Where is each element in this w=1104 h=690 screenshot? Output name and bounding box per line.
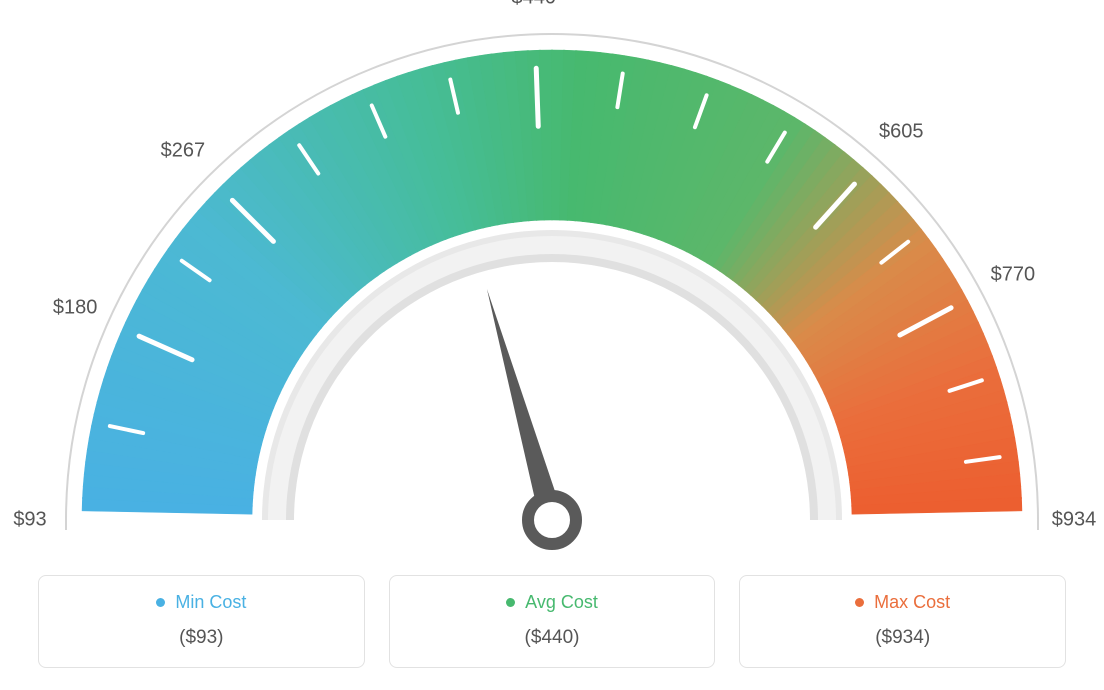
legend-card-max: Max Cost ($934) [739, 575, 1066, 668]
legend-card-min: Min Cost ($93) [38, 575, 365, 668]
legend-label-avg: Avg Cost [525, 592, 598, 613]
gauge-svg [0, 0, 1104, 560]
legend-title-min: Min Cost [156, 592, 246, 613]
legend-row: Min Cost ($93) Avg Cost ($440) Max Cost … [0, 575, 1104, 668]
dot-icon-max [855, 598, 864, 607]
dot-icon-min [156, 598, 165, 607]
legend-value-max: ($934) [752, 627, 1053, 649]
legend-value-min: ($93) [51, 627, 352, 649]
legend-title-avg: Avg Cost [506, 592, 598, 613]
legend-label-max: Max Cost [874, 592, 950, 613]
gauge-scale-label: $605 [879, 121, 924, 144]
gauge-scale-label: $267 [161, 139, 206, 162]
dot-icon-avg [506, 598, 515, 607]
gauge-scale-label: $180 [53, 296, 98, 319]
legend-card-avg: Avg Cost ($440) [389, 575, 716, 668]
legend-value-avg: ($440) [402, 627, 703, 649]
gauge-scale-label: $440 [512, 0, 557, 10]
gauge-scale-label: $934 [1052, 509, 1097, 532]
gauge-scale-label: $93 [13, 509, 46, 532]
legend-title-max: Max Cost [855, 592, 950, 613]
gauge-area: $93 $180 $267 $440 $605 $770 $934 [0, 0, 1104, 560]
cost-gauge-chart: $93 $180 $267 $440 $605 $770 $934 Min Cost ($9… [0, 0, 1104, 690]
legend-label-min: Min Cost [175, 592, 246, 613]
gauge-scale-label: $770 [991, 263, 1036, 286]
